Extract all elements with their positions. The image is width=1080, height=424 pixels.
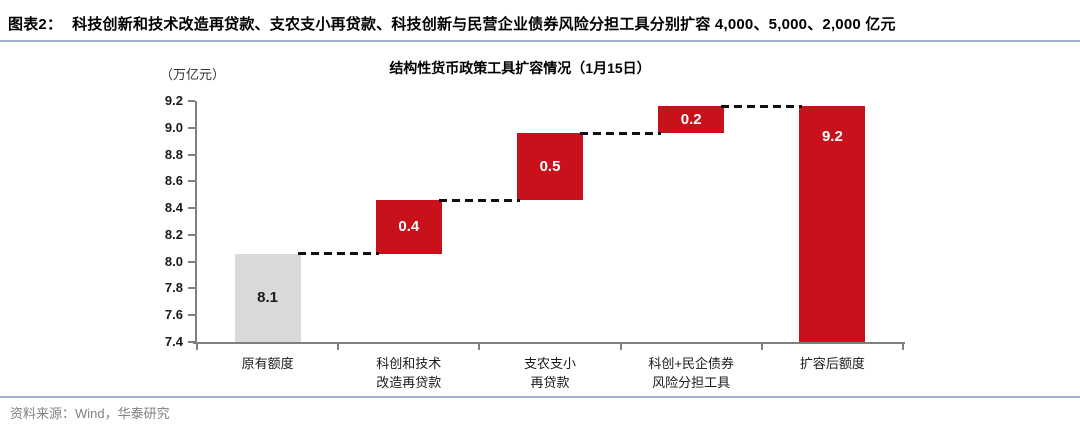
y-axis-tick [188, 314, 195, 317]
category-label-line: 科创和技术 [376, 356, 442, 371]
y-axis-tick [188, 287, 195, 290]
header-divider [0, 40, 1080, 42]
waterfall-bar [799, 106, 866, 342]
y-axis-tick-label: 7.4 [164, 334, 183, 349]
category-label: 原有额度 [197, 354, 338, 373]
y-axis-tick [188, 100, 195, 102]
figure-number-label: 图表2： [8, 16, 63, 33]
y-axis-tick-label: 7.8 [164, 280, 183, 296]
figure-header: 图表2： 科技创新和技术改造再贷款、支农支小再贷款、科技创新与民营企业债券风险分担… [8, 13, 1072, 34]
waterfall-connector [580, 131, 662, 135]
y-axis-tick-label: 8.6 [164, 173, 183, 189]
y-axis-tick-label: 8.4 [164, 200, 183, 216]
bar-value-label: 9.2 [821, 128, 843, 146]
x-axis-tick [902, 344, 904, 350]
waterfall-connector [721, 104, 803, 108]
y-axis-tick-label: 8.8 [164, 146, 183, 162]
x-axis-tick [760, 344, 763, 350]
x-axis-tick [337, 344, 340, 350]
category-label-line: 风险分担工具 [652, 375, 731, 390]
y-axis-tick-label: 9.2 [164, 93, 183, 108]
y-axis-tick [188, 180, 195, 183]
category-label: 扩容后额度 [762, 354, 903, 373]
category-label-line: 扩容后额度 [799, 356, 865, 371]
chart-title: 结构性货币政策工具扩容情况（1月15日） [389, 60, 651, 76]
waterfall-plot-area: 9.2 9.0 8.8 8.6 8.4 8.2 8.0 7.8 7.6 7.4 8.1 0.4 0.5 0… [165, 93, 905, 390]
waterfall-connector [297, 252, 379, 256]
y-axis-tick-label: 7.6 [164, 307, 183, 323]
y-axis-tick [188, 126, 195, 129]
category-label-line: 改造再贷款 [376, 375, 442, 390]
y-axis-tick-label: 8.2 [164, 226, 183, 242]
category-label: 科创+民企债券 风险分担工具 [621, 354, 762, 392]
category-label-line: 科创+民企债券 [648, 356, 734, 371]
waterfall-connector [438, 198, 520, 202]
x-axis-tick [478, 344, 481, 350]
x-axis-tick [196, 344, 198, 350]
y-axis-tick-label: 9.0 [164, 119, 183, 135]
y-axis-line [195, 101, 197, 342]
footer-divider [0, 396, 1080, 398]
bar-value-label: 0.2 [680, 110, 702, 128]
waterfall-bar [234, 253, 301, 342]
category-label: 支农支小 再贷款 [479, 354, 620, 392]
y-axis-tick [188, 233, 195, 236]
bar-value-label: 0.4 [398, 217, 420, 235]
category-label-line: 再贷款 [530, 375, 570, 390]
y-axis-tick [188, 207, 195, 210]
y-axis-tick-label: 8.0 [164, 253, 183, 269]
y-axis-tick [188, 341, 195, 343]
category-label-line: 原有额度 [241, 356, 294, 371]
category-label: 科创和技术改造再贷款 [338, 354, 479, 392]
bar-value-label: 8.1 [257, 288, 279, 306]
figure-title: 科技创新和技术改造再贷款、支农支小再贷款、科技创新与民营企业债券风险分担工具分别… [72, 16, 896, 33]
x-axis-line [193, 342, 905, 344]
bar-value-label: 0.5 [539, 157, 561, 175]
waterfall-bar [517, 133, 583, 201]
y-axis-unit-label: （万亿元） [160, 67, 226, 82]
y-axis-tick [188, 260, 195, 263]
x-axis-tick [619, 344, 622, 350]
y-axis-tick [188, 153, 195, 156]
source-note: 资料来源：Wind，华泰研究 [10, 406, 170, 421]
waterfall-bar [658, 106, 725, 134]
category-label-line: 支农支小 [523, 356, 576, 371]
waterfall-bar [375, 200, 442, 254]
